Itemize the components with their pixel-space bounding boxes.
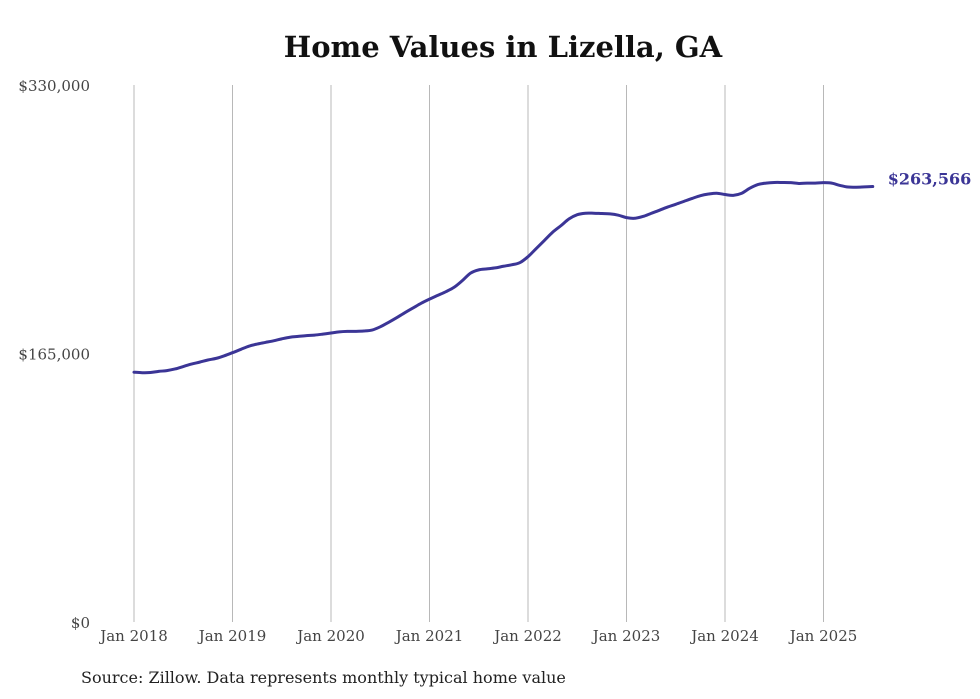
y-tick-label: $0 <box>71 614 90 632</box>
x-tick-label: Jan 2020 <box>295 627 365 645</box>
end-value-label: $263,566 <box>888 170 972 189</box>
x-tick-label: Jan 2022 <box>492 627 562 645</box>
x-tick-label: Jan 2018 <box>98 627 168 645</box>
x-tick-label: Jan 2025 <box>788 627 858 645</box>
chart-title: Home Values in Lizella, GA <box>283 30 723 64</box>
grid-lines <box>133 85 824 622</box>
x-tick-label: Jan 2023 <box>591 627 661 645</box>
x-axis-ticks: Jan 2018 Jan 2019 Jan 2020 Jan 2021 Jan 2022… <box>98 627 857 645</box>
y-tick-label: $165,000 <box>18 346 90 364</box>
source-note: Source: Zillow. Data represents monthly … <box>81 668 566 687</box>
y-tick-label: $330,000 <box>18 77 90 95</box>
x-tick-label: Jan 2024 <box>689 627 759 645</box>
home-value-line <box>132 180 875 375</box>
x-tick-label: Jan 2019 <box>197 627 267 645</box>
y-axis-ticks: $0 $165,000 $330,000 <box>18 77 90 632</box>
x-tick-label: Jan 2021 <box>394 627 464 645</box>
